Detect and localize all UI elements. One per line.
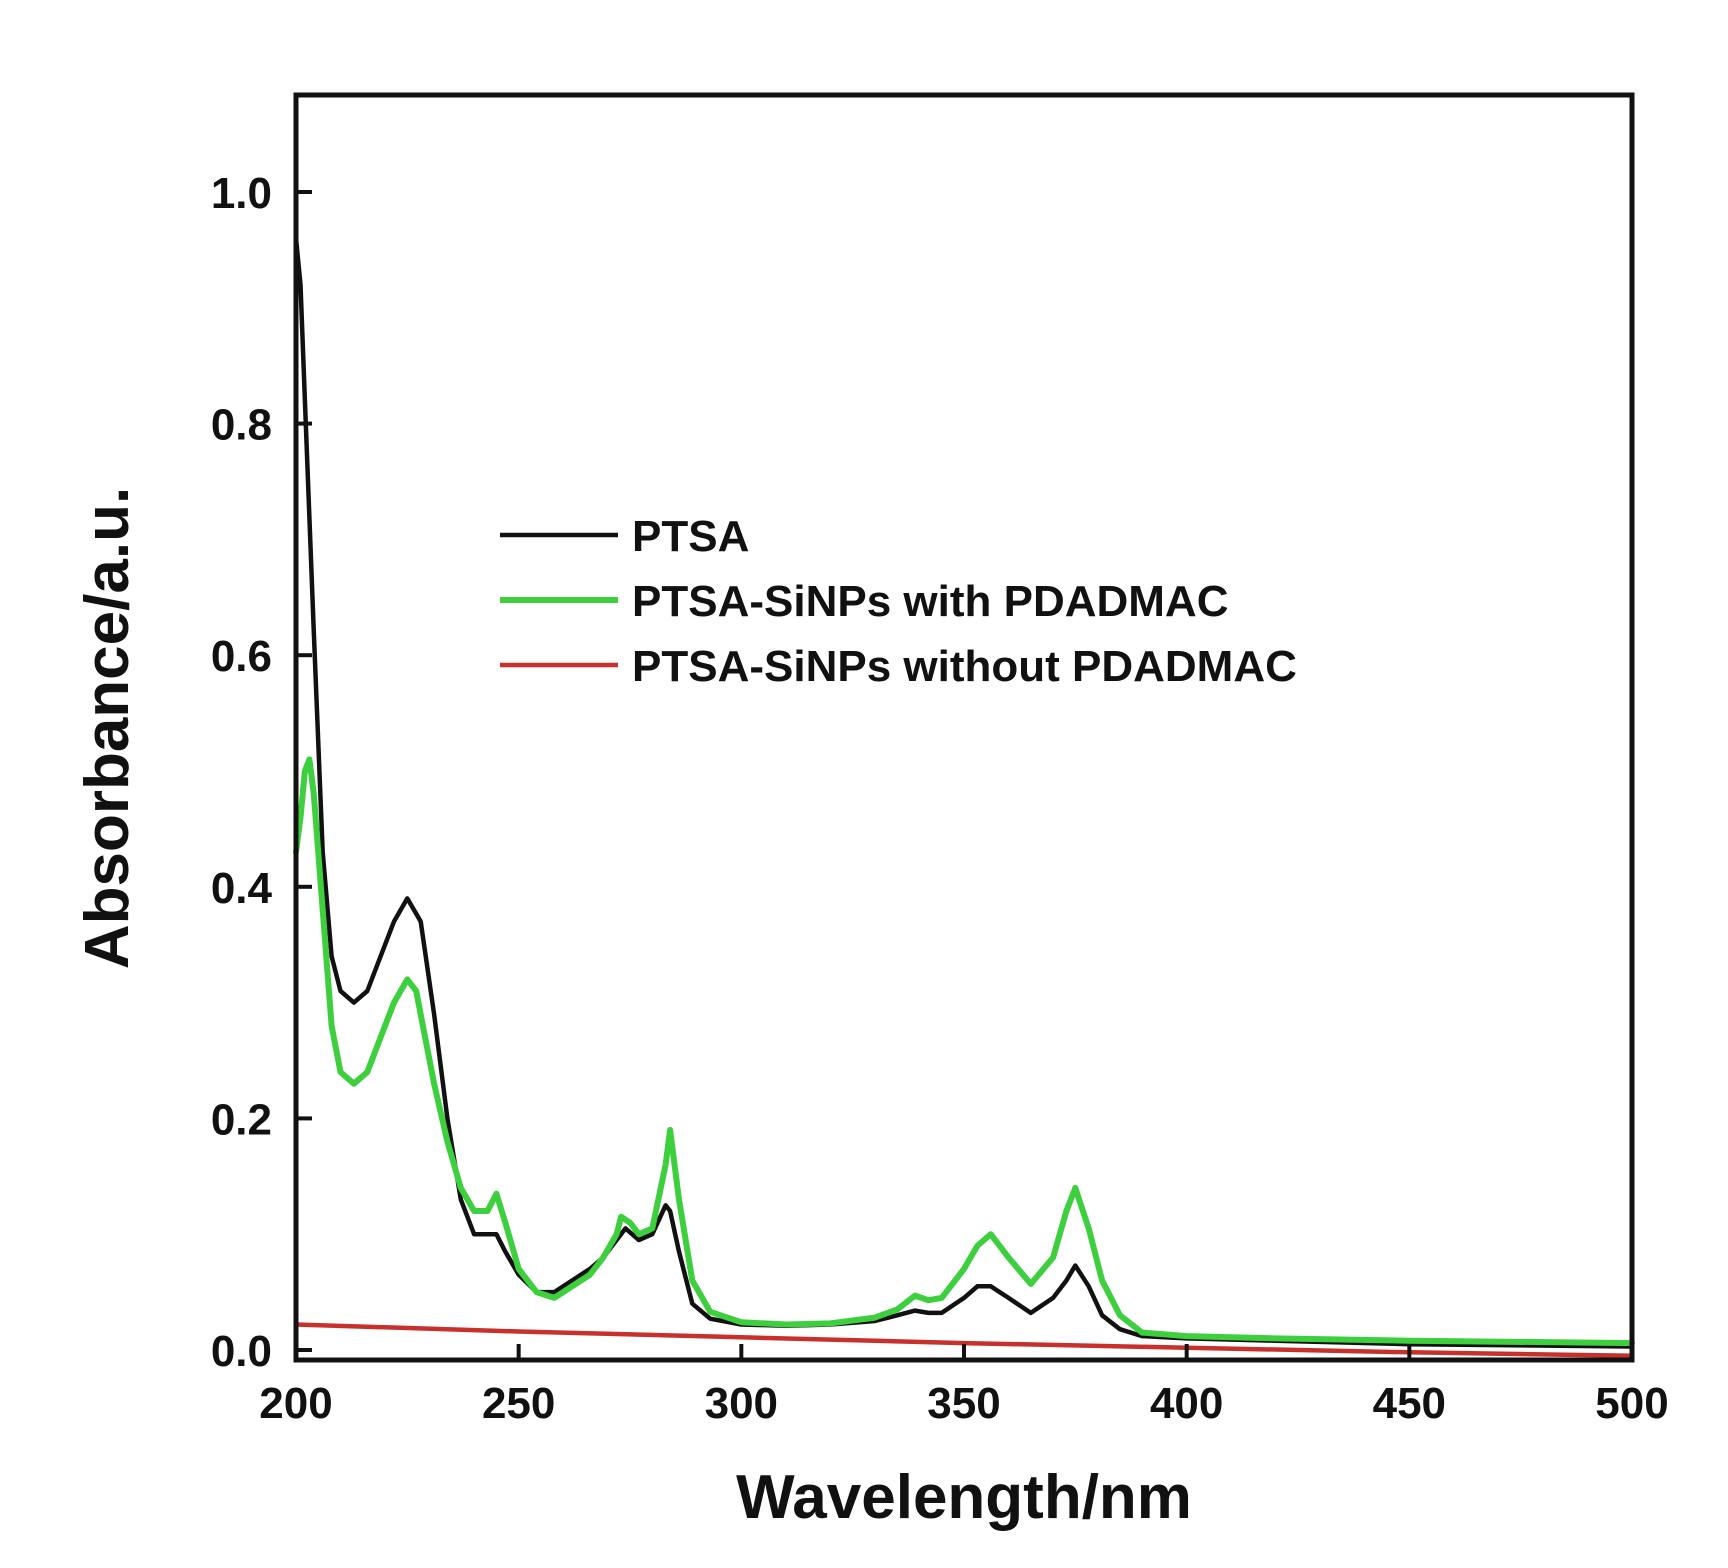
y-ticks: 0.0 0.2 0.4 0.6 0.8 1.0 [211, 169, 312, 1376]
y-tick-label: 0.8 [211, 401, 272, 450]
y-axis-title: Absorbance/a.u. [73, 487, 142, 969]
legend-label-3: PTSA-SiNPs without PDADMAC [632, 642, 1297, 691]
y-tick-label: 0.2 [211, 1095, 272, 1144]
x-tick-label: 400 [1150, 1379, 1223, 1428]
y-tick-label: 1.0 [211, 169, 272, 218]
legend-label-2: PTSA-SiNPs with PDADMAC [632, 577, 1228, 626]
x-tick-label: 300 [705, 1379, 778, 1428]
x-ticks: 200 250 300 350 400 450 500 [259, 1344, 1669, 1428]
x-tick-label: 250 [482, 1379, 555, 1428]
x-tick-label: 350 [927, 1379, 1000, 1428]
y-tick-label: 0.0 [211, 1327, 272, 1376]
y-tick-label: 0.6 [211, 632, 272, 681]
series-line-1 [293, 236, 1635, 1349]
y-tick-label: 0.4 [211, 864, 273, 913]
legend-label-1: PTSA [632, 512, 749, 561]
x-tick-label: 500 [1595, 1379, 1668, 1428]
legend: PTSA PTSA-SiNPs with PDADMAC PTSA-SiNPs wi… [500, 512, 1297, 691]
series-line-2 [293, 756, 1635, 1347]
x-tick-label: 200 [259, 1379, 332, 1428]
x-tick-label: 450 [1373, 1379, 1446, 1428]
x-axis-title: Wavelength/nm [736, 1463, 1192, 1532]
